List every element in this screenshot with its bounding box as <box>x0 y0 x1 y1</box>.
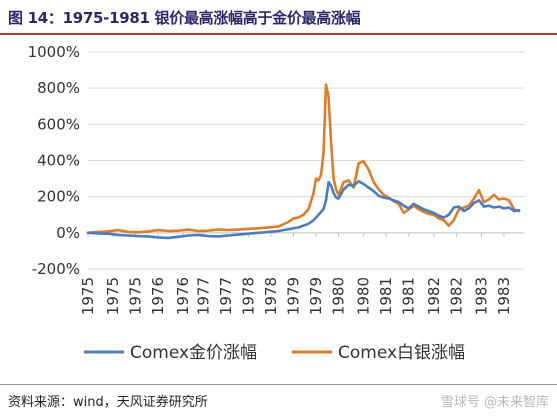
x-tick-label: 1983 <box>495 277 513 315</box>
y-tick-label: 200% <box>37 188 80 206</box>
x-tick-label: 1978 <box>262 277 280 315</box>
x-tick-label: 1977 <box>194 277 212 315</box>
y-tick-label: 0% <box>56 224 80 242</box>
chart-title: 图 14：1975-1981 银价最高涨幅高于金价最高涨幅 <box>8 9 361 27</box>
y-axis: -200% 0% 200% 400% 600% 800% 1000% <box>28 43 80 278</box>
x-tick-label: 1981 <box>400 277 418 315</box>
x-tick-label: 1975 <box>104 277 122 315</box>
y-tick-label: 600% <box>37 115 80 133</box>
x-tick-label: 1982 <box>447 277 465 315</box>
x-tick-label: 1977 <box>217 277 235 315</box>
x-tick-label: 1980 <box>330 277 348 315</box>
x-axis: 1975 1975 1975 1976 1976 1977 1977 1978 1978 1979… <box>79 232 513 315</box>
x-tick-label: 1979 <box>307 277 325 315</box>
x-tick-label: 1978 <box>239 277 257 315</box>
x-tick-label: 1982 <box>425 277 443 315</box>
legend: Comex金价涨幅 Comex白银涨幅 <box>84 343 465 363</box>
x-tick-label: 1975 <box>127 277 145 315</box>
title-rule <box>0 33 557 35</box>
legend-item-silver-label: Comex白银涨幅 <box>338 343 465 363</box>
x-tick-label: 1979 <box>284 277 302 315</box>
x-tick-label: 1983 <box>472 277 490 315</box>
y-tick-label: 1000% <box>28 43 80 61</box>
y-tick-label: 400% <box>37 152 80 170</box>
x-tick-label: 1981 <box>377 277 395 315</box>
series-lines <box>86 83 521 240</box>
source-rule <box>0 384 557 385</box>
legend-item-gold-label: Comex金价涨幅 <box>130 343 257 363</box>
grid-lines <box>88 51 524 270</box>
watermark: 雪球号 @未来智库 <box>440 395 549 410</box>
y-tick-label: -200% <box>32 260 80 278</box>
x-tick-label: 1976 <box>149 277 167 315</box>
source-note: 资料来源：wind，天风证券研究所 <box>8 395 208 410</box>
series-line-silver <box>86 83 521 235</box>
title-bar: 图 14：1975-1981 银价最高涨幅高于金价最高涨幅 <box>0 0 557 35</box>
x-tick-label: 1975 <box>79 277 97 315</box>
line-chart: -200%0%200%400%600%800%1000% 1975 1975 197… <box>28 43 524 363</box>
y-tick-label: 800% <box>37 79 80 97</box>
x-tick-label: 1976 <box>174 277 192 315</box>
series-line-gold <box>86 180 521 240</box>
x-tick-label: 1980 <box>355 277 373 315</box>
